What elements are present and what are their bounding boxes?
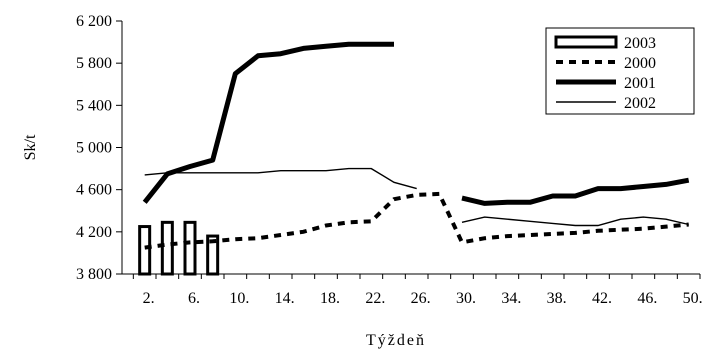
- bar-2003-4: [160, 220, 174, 276]
- legend-label-2002: 2002: [624, 95, 656, 112]
- x-tick-label: 14.: [275, 290, 295, 307]
- series-group: [138, 41, 690, 276]
- x-tick-label: 22.: [365, 290, 385, 307]
- y-axis-title: Sk/t: [22, 134, 39, 160]
- legend: 2003 2000 2001 2002: [545, 27, 695, 115]
- x-tick-label: 38.: [547, 290, 567, 307]
- x-tick-label: 6.: [188, 290, 200, 307]
- bar-2003-6: [183, 220, 197, 276]
- legend-label-2000: 2000: [624, 55, 656, 72]
- x-tick-label: 42.: [592, 290, 612, 307]
- x-tick-label: 26.: [411, 290, 431, 307]
- x-axis-title: Týždeň: [366, 332, 426, 349]
- series-line-2001-part2: [461, 177, 690, 206]
- series-line-2000: [144, 191, 689, 250]
- legend-label-2003: 2003: [624, 35, 656, 52]
- x-tick-label: 46.: [637, 290, 657, 307]
- legend-label-2001: 2001: [624, 75, 656, 92]
- y-tick-label: 3 800: [76, 266, 112, 283]
- y-tick-label: 6 200: [76, 13, 112, 30]
- x-tick-label: 10.: [229, 290, 249, 307]
- series-line-2002-part2: [461, 216, 689, 227]
- series-line-2002-part1: [144, 167, 417, 190]
- y-ticks: 3 800 4 200 4 600 5 000 5 400 5 800 6 200: [76, 13, 122, 283]
- y-tick-label: 4 600: [76, 182, 112, 199]
- y-tick-label: 5 400: [76, 97, 112, 114]
- x-tick-label: 18.: [320, 290, 340, 307]
- y-tick-label: 5 000: [76, 140, 112, 157]
- x-tick-label: 50.: [683, 290, 703, 307]
- x-tick-label: 2.: [143, 290, 155, 307]
- x-tick-label: 30.: [456, 290, 476, 307]
- x-ticks: 2. 6. 10. 14. 18. 22. 26. 30. 34. 38. 42. 46. 50.: [132, 274, 703, 307]
- bar-2003-8: [206, 234, 220, 276]
- series-line-2001-part1: [142, 41, 394, 204]
- bar-2003-2: [138, 225, 152, 276]
- x-tick-label: 34.: [501, 290, 521, 307]
- legend-swatch-2003: [554, 35, 618, 49]
- y-tick-label: 5 800: [76, 55, 112, 72]
- y-tick-label: 4 200: [76, 224, 112, 241]
